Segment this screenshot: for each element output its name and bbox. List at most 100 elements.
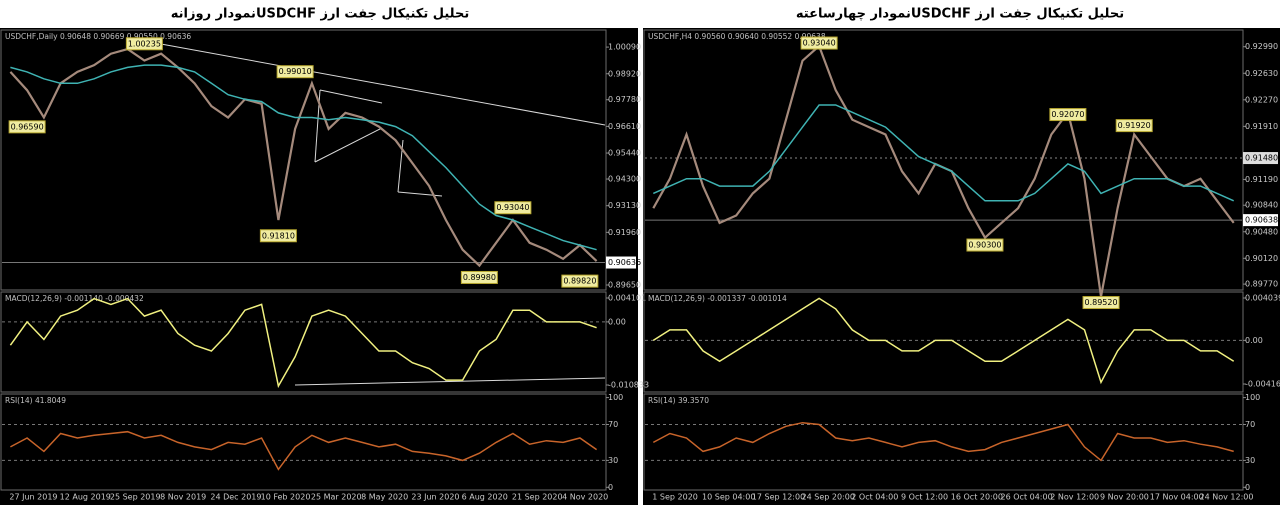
x-tick-label: 21 Sep 2020 [512, 493, 563, 502]
y-tick-label: 0.89770 [1245, 280, 1278, 289]
trendline [319, 89, 383, 104]
y-tick-label: 70 [1245, 420, 1255, 429]
series-line [10, 64, 597, 251]
trendline [149, 41, 606, 126]
price-annotation-box [460, 270, 498, 284]
price-annotation: 0.91810 [262, 231, 295, 240]
chart-title: تحلیل تکنیکال جفت ارز USDCHFنمودار روزان… [171, 7, 469, 22]
x-tick-label: 10 Sep 04:00 [702, 493, 755, 502]
y-tick-label: 0 [608, 483, 613, 492]
panel-header: USDCHF,H4 0.90560 0.90640 0.90552 0.9063… [648, 32, 826, 41]
price-annotation: 0.89980 [463, 273, 496, 282]
x-tick-label: 24 Sep 20:00 [802, 493, 855, 502]
trendline [314, 127, 383, 163]
price-annotation: 0.91920 [1118, 121, 1151, 130]
y-tick-label: 0.91960 [608, 228, 641, 237]
y-tick-label: 0.89650 [608, 280, 641, 289]
y-tick-label: 70 [608, 420, 618, 429]
price-annotation: 0.93040 [496, 203, 529, 212]
price-annotation-box [276, 65, 314, 79]
y-tick-label: 0 [1245, 483, 1250, 492]
trendline [294, 377, 606, 386]
series-line [652, 297, 1235, 385]
price-annotation-box [1082, 296, 1120, 310]
y-tick-label: 0.98920 [608, 69, 641, 78]
x-tick-label: 4 Nov 2020 [562, 493, 608, 502]
x-tick-label: 25 Sep 2019 [110, 493, 161, 502]
x-tick-label: 1 Sep 2020 [652, 493, 698, 502]
x-tick-label: 9 Oct 12:00 [901, 493, 948, 502]
price-annotation: 0.90300 [968, 241, 1001, 250]
series-line [652, 421, 1234, 462]
x-tick-label: 17 Nov 04:00 [1150, 493, 1204, 502]
last-price-label: 0.90638 [1245, 216, 1278, 225]
panel-frame [643, 393, 1244, 491]
title-bar [0, 0, 1280, 28]
panel-frame [643, 291, 1244, 393]
chart-title: تحلیل تکنیکال جفت ارز USDCHFنمودار چهارس… [796, 7, 1124, 22]
y-tick-label: 100 [608, 393, 623, 402]
y-tick-label: 0.94300 [608, 175, 641, 184]
y-tick-label: 0.96610 [608, 122, 641, 131]
series-line [9, 297, 597, 389]
panel-header: RSI(14) 41.8049 [5, 396, 66, 405]
level-tag-label: 0.91480 [1245, 154, 1278, 163]
price-annotation-box [966, 238, 1004, 252]
price-annotation: 0.96590 [11, 122, 44, 131]
y-tick-label: 0.95440 [608, 149, 641, 158]
last-price-tag [1243, 214, 1278, 227]
y-tick-label: 0.92630 [1245, 69, 1278, 78]
y-tick-label: 0.97780 [608, 95, 641, 104]
y-tick-label: 0.91190 [1245, 175, 1278, 184]
x-tick-label: 27 Jun 2019 [9, 493, 57, 502]
price-annotation-box [800, 36, 838, 50]
x-tick-label: 16 Oct 20:00 [951, 493, 1003, 502]
price-annotation-box [1049, 108, 1087, 122]
panel-header: RSI(14) 39.3570 [648, 396, 709, 405]
x-tick-label: 24 Dec 2019 [210, 493, 261, 502]
x-tick-label: 25 Mar 2020 [311, 493, 362, 502]
price-annotation: 0.99010 [279, 67, 312, 76]
y-tick-label: 0.00 [1245, 336, 1263, 345]
y-tick-label: -0.010833 [608, 380, 649, 389]
y-tick-label: 0.90840 [1245, 201, 1278, 210]
panel-header: MACD(12,26,9) -0.001337 -0.001014 [648, 294, 787, 303]
y-tick-label: 0.93130 [608, 201, 641, 210]
series-line [9, 47, 598, 268]
price-annotation: 0.89820 [563, 277, 596, 286]
y-tick-label: 0.004039 [1245, 294, 1280, 303]
last-price-label: 0.90636 [608, 258, 641, 267]
panel-frame [0, 393, 607, 491]
x-tick-label: 2 Oct 04:00 [851, 493, 898, 502]
price-annotation-box [494, 201, 532, 215]
x-tick-label: 12 Aug 2019 [60, 493, 111, 502]
x-tick-label: 23 Jun 2020 [411, 493, 459, 502]
level-tag [1243, 152, 1278, 165]
price-annotation: 0.89520 [1084, 298, 1117, 307]
x-tick-label: 6 Aug 2020 [462, 493, 508, 502]
y-tick-label: 30 [1245, 456, 1255, 465]
y-tick-label: 1.00090 [608, 43, 641, 52]
price-annotation-box [561, 274, 599, 288]
divider [638, 28, 643, 505]
y-tick-label: 30 [608, 456, 618, 465]
y-tick-label: 0.90120 [1245, 254, 1278, 263]
last-price-tag [606, 256, 636, 269]
y-tick-label: 0.90480 [1245, 227, 1278, 236]
y-tick-label: -0.00416 [1245, 380, 1280, 389]
panel-header: USDCHF,Daily 0.90648 0.90669 0.90550 0.9… [5, 32, 191, 41]
price-annotation: 0.92070 [1051, 110, 1084, 119]
price-annotation-box [259, 229, 297, 243]
y-tick-label: 0.004101 [608, 294, 646, 303]
y-tick-label: 0.00 [608, 317, 626, 326]
x-tick-label: 26 Oct 04:00 [1001, 493, 1053, 502]
y-tick-label: 0.92270 [1245, 95, 1278, 104]
x-tick-label: 8 Nov 2019 [160, 493, 206, 502]
y-tick-label: 0.91910 [1245, 122, 1278, 131]
x-tick-label: 24 Nov 12:00 [1200, 493, 1254, 502]
price-annotation: 0.93040 [803, 39, 836, 48]
price-annotation: 1.00235 [128, 39, 161, 48]
x-tick-label: 9 Nov 20:00 [1100, 493, 1149, 502]
price-annotation-box [1115, 119, 1153, 133]
